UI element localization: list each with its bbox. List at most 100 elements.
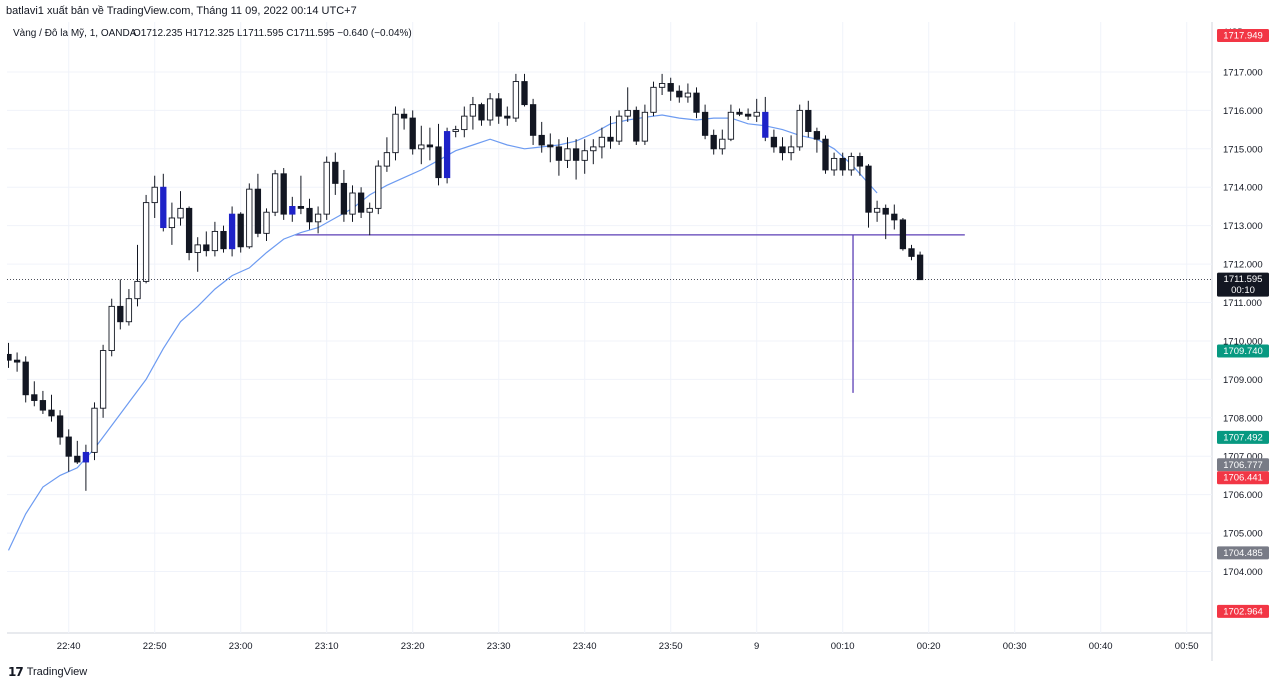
price-label-value: 1702.964 bbox=[1223, 606, 1263, 617]
y-tick-label: 1714.000 bbox=[1223, 183, 1263, 194]
candle-body bbox=[478, 104, 485, 121]
moving-average-line bbox=[7, 114, 878, 551]
tradingview-brand: TradingView bbox=[26, 666, 88, 678]
candle bbox=[727, 104, 735, 142]
drawings[interactable] bbox=[294, 234, 965, 393]
candle bbox=[409, 110, 416, 155]
candle-body bbox=[684, 92, 692, 98]
price-label-countdown: 00:10 bbox=[1231, 285, 1255, 296]
candle bbox=[306, 198, 313, 230]
candle-body bbox=[31, 394, 38, 401]
candle-body bbox=[314, 213, 322, 223]
candle bbox=[461, 106, 468, 138]
time-axis[interactable]: 22:40 22:50 23:00 23:10 23:20 23:30 23:40 23:50… bbox=[57, 641, 1199, 652]
publisher-line: batlavi1 xuất bản về TradingView.com, Th… bbox=[6, 5, 357, 17]
candle bbox=[91, 402, 98, 461]
candle bbox=[753, 98, 760, 122]
candle bbox=[805, 100, 812, 138]
candle-body bbox=[727, 111, 735, 140]
candle bbox=[340, 169, 348, 222]
x-tick-label: 9 bbox=[754, 641, 759, 652]
candle-body bbox=[306, 207, 313, 223]
price-label-value: 1717.949 bbox=[1223, 30, 1263, 41]
candle-body bbox=[753, 111, 760, 117]
y-tick-label: 1709.000 bbox=[1223, 375, 1263, 386]
y-tick-label: 1713.000 bbox=[1223, 221, 1263, 232]
candle bbox=[22, 356, 29, 403]
candle-body bbox=[203, 244, 210, 252]
candle-body bbox=[323, 161, 330, 215]
tradingview-logo-icon: 17 bbox=[8, 665, 24, 679]
price-label-value: 1709.740 bbox=[1223, 346, 1263, 357]
y-tick-label: 1716.000 bbox=[1223, 106, 1263, 117]
price-label-bg bbox=[1217, 430, 1269, 444]
candle bbox=[151, 175, 158, 218]
candle bbox=[848, 152, 855, 176]
candle-body bbox=[899, 219, 907, 250]
candle bbox=[607, 116, 614, 149]
candles bbox=[5, 73, 924, 491]
candle bbox=[787, 135, 795, 161]
candle-body bbox=[469, 104, 477, 117]
candle-body bbox=[263, 211, 270, 234]
candle-body bbox=[736, 111, 743, 115]
candle-body bbox=[676, 90, 683, 98]
candle bbox=[194, 237, 201, 272]
candle bbox=[684, 83, 692, 103]
candle bbox=[246, 183, 253, 249]
candle bbox=[650, 81, 657, 117]
candle-body bbox=[22, 361, 29, 396]
candle bbox=[839, 152, 846, 176]
candle-body bbox=[873, 207, 881, 213]
x-tick-label: 00:10 bbox=[831, 641, 855, 652]
x-tick-label: 23:50 bbox=[659, 641, 683, 652]
x-tick-label: 23:00 bbox=[229, 641, 253, 652]
candle bbox=[56, 410, 64, 445]
price-label: 1702.964 bbox=[1217, 604, 1269, 618]
candle-body bbox=[762, 111, 769, 138]
x-tick-label: 23:40 bbox=[573, 641, 597, 652]
price-label-value: 1711.595 bbox=[1224, 274, 1263, 285]
candle-body bbox=[418, 144, 425, 150]
candle-body bbox=[486, 98, 494, 121]
y-tick-label: 1717.000 bbox=[1223, 67, 1263, 78]
candle-body bbox=[383, 152, 391, 167]
price-label-value: 1707.492 bbox=[1223, 432, 1263, 443]
candle bbox=[392, 106, 399, 161]
candle-body bbox=[246, 188, 253, 248]
candle bbox=[521, 73, 528, 107]
candle bbox=[177, 191, 184, 226]
candle-body bbox=[151, 186, 158, 204]
candle-body bbox=[74, 455, 81, 463]
candle bbox=[297, 175, 305, 215]
candle bbox=[512, 73, 520, 122]
candle-body bbox=[228, 213, 236, 250]
x-tick-label: 22:50 bbox=[143, 641, 167, 652]
candle-body bbox=[521, 81, 528, 106]
candle-body bbox=[349, 192, 356, 215]
candle-body bbox=[856, 156, 864, 167]
candle bbox=[271, 169, 279, 217]
chart-svg[interactable]: Vàng / Đô la Mỹ, 1, OANDA O1712.235 H171… bbox=[5, 22, 1280, 661]
candle bbox=[590, 139, 597, 165]
candle bbox=[400, 108, 408, 130]
y-tick-label: 1712.000 bbox=[1223, 260, 1263, 271]
candle-body bbox=[357, 192, 365, 213]
candle-body bbox=[719, 138, 726, 150]
candle bbox=[495, 93, 502, 124]
chart-area[interactable]: Vàng / Đô la Mỹ, 1, OANDA O1712.235 H171… bbox=[5, 22, 1280, 661]
candle-body bbox=[117, 305, 124, 323]
tradingview-logo[interactable]: 17 TradingView bbox=[8, 665, 87, 679]
candle-body bbox=[194, 244, 201, 254]
candle bbox=[203, 231, 210, 257]
candle bbox=[65, 429, 72, 472]
candle bbox=[744, 108, 752, 120]
price-axis[interactable]: USD 1717.0001716.0001715.0001714.0001713… bbox=[1217, 27, 1269, 618]
x-tick-label: 00:30 bbox=[1003, 641, 1027, 652]
candle-body bbox=[65, 436, 72, 457]
x-tick-label: 00:40 bbox=[1089, 641, 1113, 652]
candle-body bbox=[495, 98, 502, 117]
candle bbox=[555, 139, 563, 176]
candle-body bbox=[332, 161, 339, 184]
candle-body bbox=[805, 109, 812, 132]
